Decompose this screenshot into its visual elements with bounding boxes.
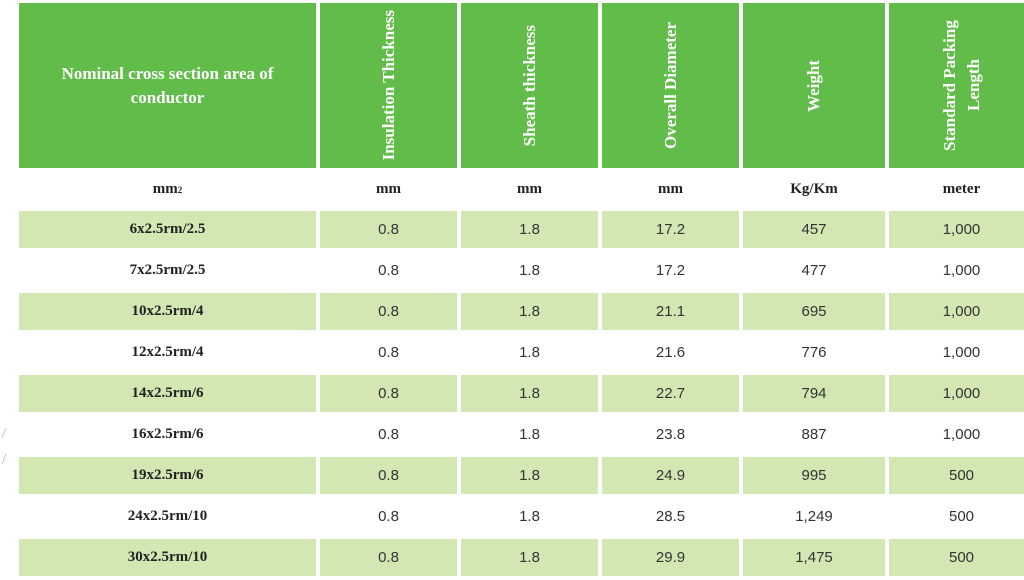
cable-spec-table: Nominal cross section area of conductor … — [19, 3, 1024, 580]
cell-weight: 477 — [801, 262, 827, 279]
cell-weight: 887 — [801, 426, 827, 443]
cell-weight: 695 — [743, 293, 885, 330]
cell-cross-section: 16x2.5rm/6 — [131, 426, 204, 442]
cell-packing-length: 1,000 — [942, 262, 981, 279]
cell-packing-length: 500 — [948, 508, 975, 525]
cell-diameter: 24.9 — [602, 457, 739, 494]
unit-cross-section: mm 2 — [152, 181, 183, 197]
cell-insulation: 0.8 — [320, 293, 457, 330]
cell-cross-section: 24x2.5rm/10 — [127, 508, 208, 524]
header-weight: Weight — [743, 3, 885, 168]
cell-cross-section: 7x2.5rm/2.5 — [129, 262, 206, 278]
cell-weight: 995 — [743, 457, 885, 494]
header-insulation-thickness: Insulation Thickness — [320, 3, 457, 168]
cell-cross-section: 10x2.5rm/4 — [19, 293, 316, 330]
header-sheath-thickness: Sheath thickness — [461, 3, 598, 168]
cell-insulation: 0.8 — [320, 539, 457, 576]
cell-diameter: 21.1 — [602, 293, 739, 330]
header-packing-length: Standard Packing Length — [889, 3, 1024, 168]
cell-sheath: 1.8 — [519, 508, 540, 525]
cell-diameter: 29.9 — [602, 539, 739, 576]
header-overall-diameter: Overall Diameter — [602, 3, 739, 168]
cell-weight: 794 — [743, 375, 885, 412]
cell-packing-length: 1,000 — [942, 344, 981, 361]
cell-packing-length: 500 — [889, 457, 1024, 494]
cell-weight: 1,475 — [743, 539, 885, 576]
cell-diameter: 28.5 — [655, 508, 686, 525]
cell-insulation: 0.8 — [378, 262, 399, 279]
unit-weight: Kg/Km — [790, 181, 838, 197]
cell-diameter: 23.8 — [655, 426, 686, 443]
cell-sheath: 1.8 — [519, 262, 540, 279]
cell-weight: 776 — [801, 344, 827, 361]
cell-sheath: 1.8 — [461, 211, 598, 248]
unit-sheath: mm — [517, 181, 542, 197]
cell-packing-length: 1,000 — [889, 293, 1024, 330]
cell-cross-section: 6x2.5rm/2.5 — [19, 211, 316, 248]
cell-diameter: 17.2 — [602, 211, 739, 248]
edge-decoration — [1, 427, 7, 465]
unit-packing-length: meter — [942, 181, 981, 197]
cell-cross-section: 12x2.5rm/4 — [131, 344, 204, 360]
cell-cross-section: 14x2.5rm/6 — [19, 375, 316, 412]
cell-sheath: 1.8 — [461, 457, 598, 494]
cell-insulation: 0.8 — [378, 508, 399, 525]
cell-weight: 457 — [743, 211, 885, 248]
cell-packing-length: 1,000 — [889, 211, 1024, 248]
cell-packing-length: 1,000 — [889, 375, 1024, 412]
cell-diameter: 17.2 — [655, 262, 686, 279]
cell-sheath: 1.8 — [519, 344, 540, 361]
cell-weight: 1,249 — [795, 508, 833, 525]
cell-insulation: 0.8 — [378, 426, 399, 443]
cell-cross-section: 30x2.5rm/10 — [19, 539, 316, 576]
unit-insulation: mm — [376, 181, 401, 197]
cell-insulation: 0.8 — [320, 375, 457, 412]
cell-cross-section: 19x2.5rm/6 — [19, 457, 316, 494]
cell-diameter: 22.7 — [602, 375, 739, 412]
cell-packing-length: 1,000 — [942, 426, 981, 443]
unit-diameter: mm — [658, 181, 683, 197]
cell-sheath: 1.8 — [519, 426, 540, 443]
cell-sheath: 1.8 — [461, 293, 598, 330]
cell-diameter: 21.6 — [655, 344, 686, 361]
cell-packing-length: 500 — [889, 539, 1024, 576]
cell-insulation: 0.8 — [320, 457, 457, 494]
cell-sheath: 1.8 — [461, 539, 598, 576]
header-cross-section: Nominal cross section area of conductor — [19, 3, 316, 168]
cell-insulation: 0.8 — [378, 344, 399, 361]
cell-sheath: 1.8 — [461, 375, 598, 412]
cell-insulation: 0.8 — [320, 211, 457, 248]
